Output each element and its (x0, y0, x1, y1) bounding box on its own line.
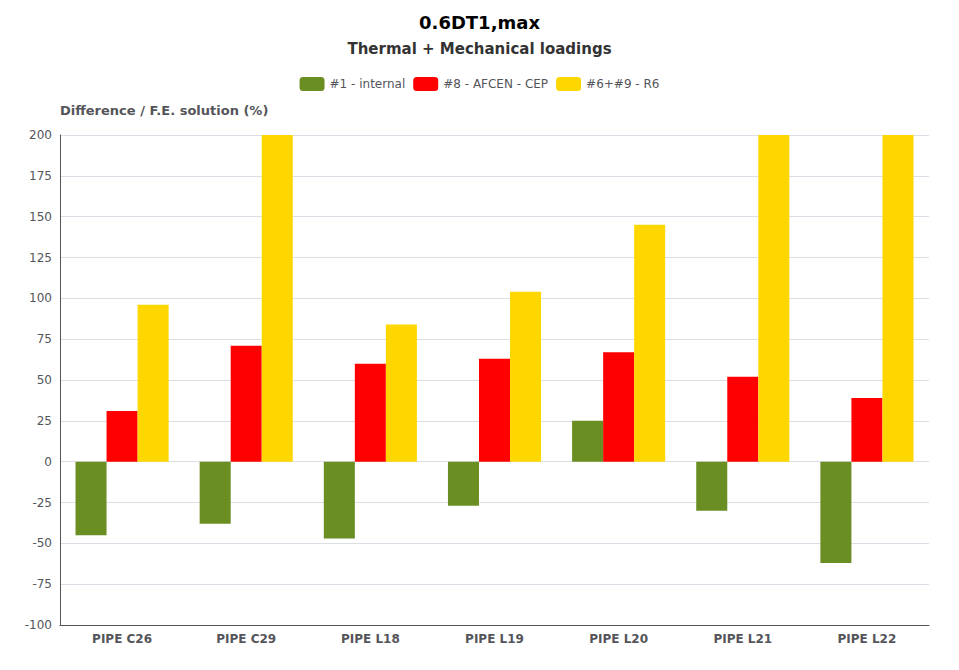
svg-text:175: 175 (29, 169, 52, 183)
svg-text:PIPE C26: PIPE C26 (92, 632, 152, 646)
svg-text:PIPE C29: PIPE C29 (216, 632, 276, 646)
svg-text:PIPE L22: PIPE L22 (838, 632, 897, 646)
svg-text:50: 50 (37, 373, 52, 387)
svg-text:-50: -50 (32, 536, 52, 550)
svg-text:-75: -75 (32, 577, 52, 591)
svg-text:PIPE L20: PIPE L20 (589, 632, 648, 646)
svg-text:25: 25 (37, 414, 52, 428)
svg-text:150: 150 (29, 210, 52, 224)
svg-text:#6+#9 - R6: #6+#9 - R6 (586, 77, 659, 91)
svg-text:-100: -100 (25, 618, 52, 632)
svg-text:Thermal + Mechanical loadings: Thermal + Mechanical loadings (347, 40, 611, 58)
svg-text:75: 75 (37, 332, 52, 346)
svg-text:#1 - internal: #1 - internal (330, 77, 406, 91)
svg-text:125: 125 (29, 251, 52, 265)
svg-text:0: 0 (44, 455, 52, 469)
svg-text:PIPE L21: PIPE L21 (713, 632, 772, 646)
svg-text:100: 100 (29, 291, 52, 305)
svg-text:0.6DT1,max: 0.6DT1,max (419, 12, 540, 33)
svg-text:Difference / F.E. solution (%): Difference / F.E. solution (%) (60, 103, 268, 118)
svg-text:#8 - AFCEN - CEP: #8 - AFCEN - CEP (443, 77, 548, 91)
svg-text:PIPE L19: PIPE L19 (465, 632, 524, 646)
svg-text:PIPE L18: PIPE L18 (341, 632, 400, 646)
svg-text:-25: -25 (32, 496, 52, 510)
svg-text:200: 200 (29, 128, 52, 142)
